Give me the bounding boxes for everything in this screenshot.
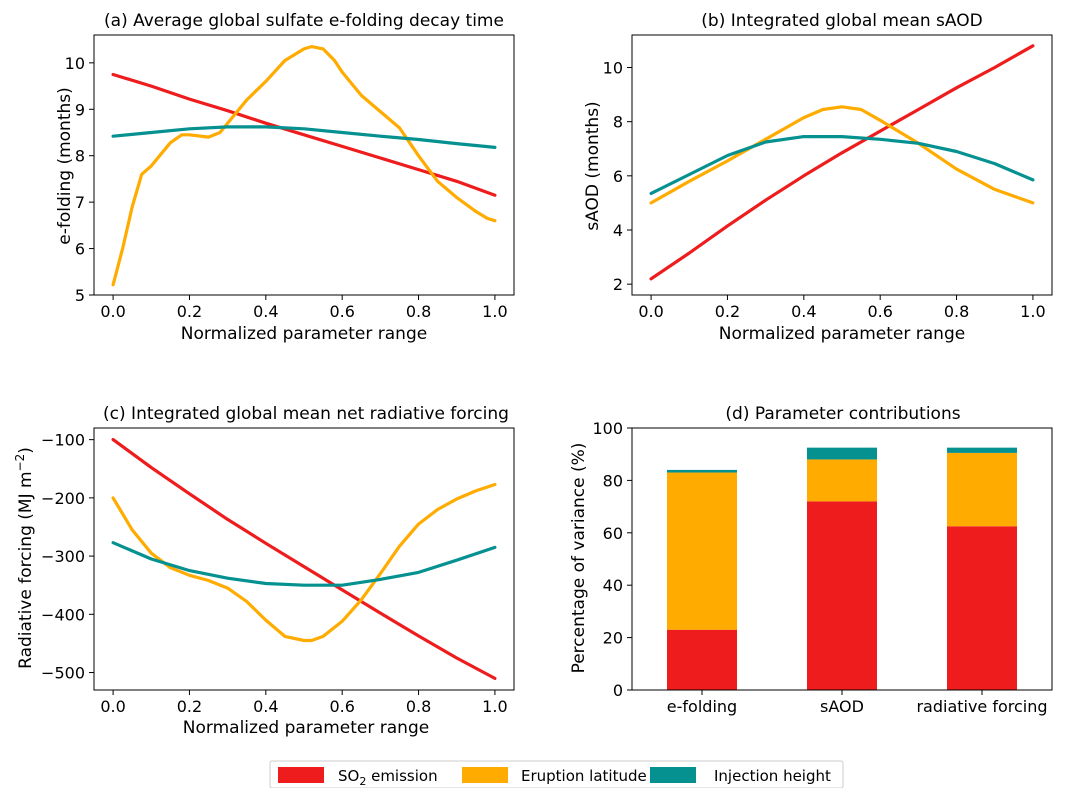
axes-frame	[631, 34, 1053, 296]
y-tick-label: 5	[75, 286, 85, 305]
bar-height	[807, 447, 877, 460]
x-tick-label: 1.0	[1020, 302, 1045, 321]
x-tick-label: sAOD	[820, 697, 864, 716]
x-tick-label: 0.4	[791, 302, 816, 321]
series-line-latitude	[649, 105, 1035, 205]
series-line-so2	[111, 438, 497, 681]
x-axis-label: Normalized parameter range	[719, 324, 965, 344]
series-line-latitude	[111, 44, 497, 287]
y-tick-label: 4	[613, 221, 623, 240]
y-tick-label: 10	[65, 54, 85, 73]
y-tick-label: 6	[613, 167, 623, 186]
legend-frame	[269, 760, 844, 788]
x-tick-label: 0.2	[177, 697, 202, 716]
legend-label-latitude: Eruption latitude	[521, 767, 647, 785]
y-tick-label: −500	[41, 664, 85, 683]
panel-b: (b) Integrated global mean sAOD Normaliz…	[583, 11, 1053, 344]
panel-a: (a) Average global sulfate e-folding dec…	[55, 11, 515, 344]
axes-frame	[93, 427, 515, 691]
x-tick-label: 0.6	[329, 697, 354, 716]
legend-swatch-so2	[278, 767, 324, 783]
series-line-latitude	[111, 482, 497, 643]
axes-frame	[631, 427, 1053, 691]
series-line-so2	[111, 72, 497, 197]
bar-latitude	[947, 452, 1017, 527]
y-axis-label-end: )	[16, 447, 36, 454]
series-line-height	[111, 541, 497, 587]
panel-c: (c) Integrated global mean net radiative…	[13, 404, 515, 738]
y-tick-label: 9	[75, 100, 85, 119]
y-tick-label: −400	[41, 605, 85, 624]
bar-so2	[667, 629, 737, 690]
y-axis-label: Radiative forcing (MJ m−2)	[13, 447, 36, 669]
y-tick-label: 40	[603, 576, 623, 595]
x-tick-label: 1.0	[482, 697, 507, 716]
bar-height	[947, 447, 1017, 453]
y-tick-label: 8	[613, 113, 623, 132]
y-tick-label: 60	[603, 524, 623, 543]
y-tick-label: −100	[41, 431, 85, 450]
y-tick-label: −200	[41, 489, 85, 508]
y-axis-label: e-folding (months)	[55, 87, 75, 244]
y-tick-label: 20	[603, 629, 623, 648]
panel-title: (a) Average global sulfate e-folding dec…	[104, 11, 504, 31]
y-tick-label: 8	[75, 147, 85, 166]
y-tick-label: 6	[75, 240, 85, 259]
y-tick-label: 100	[592, 419, 623, 438]
bar-latitude	[807, 459, 877, 502]
series-line-so2	[649, 44, 1035, 281]
panel-d: (d) Parameter contributions Percentage o…	[569, 404, 1053, 716]
y-tick-label: 0	[613, 681, 623, 700]
axes-frame	[93, 34, 515, 296]
x-tick-label: 0.8	[944, 302, 969, 321]
x-tick-label: 0.2	[715, 302, 740, 321]
y-axis-label: Percentage of variance (%)	[569, 443, 589, 674]
panel-title: (d) Parameter contributions	[725, 404, 960, 424]
x-tick-label: 0.8	[406, 697, 431, 716]
x-tick-label: 0.4	[253, 302, 278, 321]
bar-latitude	[667, 472, 737, 630]
bar-so2	[807, 501, 877, 690]
panel-title: (c) Integrated global mean net radiative…	[103, 404, 509, 424]
x-tick-label: 0.0	[638, 302, 663, 321]
y-axis-label: sAOD (months)	[583, 101, 603, 230]
x-axis-label: Normalized parameter range	[181, 324, 427, 344]
series-line-height	[111, 125, 497, 149]
x-tick-label: 1.0	[482, 302, 507, 321]
x-tick-label: 0.0	[100, 697, 125, 716]
x-tick-label: 0.2	[177, 302, 202, 321]
x-axis-label: Normalized parameter range	[183, 718, 429, 738]
y-axis-label-superscript: −2	[13, 454, 27, 472]
x-tick-label: 0.6	[867, 302, 892, 321]
x-tick-label: radiative forcing	[916, 697, 1047, 716]
y-tick-label: 7	[75, 193, 85, 212]
x-tick-label: 0.4	[253, 697, 278, 716]
legend-label-so2: SO2 emission	[338, 767, 438, 788]
bar-height	[667, 469, 737, 473]
x-tick-label: 0.8	[406, 302, 431, 321]
legend-label-height: Injection height	[714, 767, 831, 785]
y-tick-label: −300	[41, 547, 85, 566]
y-tick-label: 2	[613, 275, 623, 294]
x-tick-label: 0.0	[100, 302, 125, 321]
y-tick-label: 10	[603, 59, 623, 78]
legend-swatch-height	[650, 767, 696, 783]
legend-swatch-latitude	[462, 767, 508, 783]
x-tick-label: 0.6	[329, 302, 354, 321]
y-tick-label: 80	[603, 471, 623, 490]
y-axis-label-main: Radiative forcing (MJ m	[16, 471, 36, 668]
x-tick-label: e-folding	[667, 697, 737, 716]
legend: SO2 emission Eruption latitude Injection…	[269, 760, 844, 788]
bar-so2	[947, 526, 1017, 690]
series-line-height	[649, 135, 1035, 195]
panel-title: (b) Integrated global mean sAOD	[701, 11, 982, 31]
